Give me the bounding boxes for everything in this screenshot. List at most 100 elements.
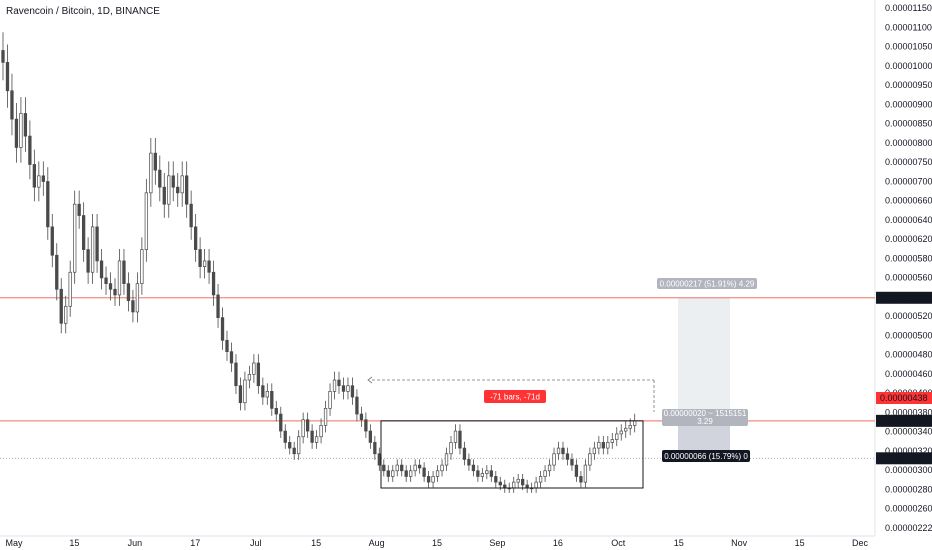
candles <box>1 32 637 493</box>
candle <box>243 371 247 411</box>
candle <box>305 412 310 438</box>
candle <box>64 295 68 334</box>
candle-body <box>521 478 525 486</box>
candle <box>185 161 189 218</box>
candle-body <box>189 203 193 228</box>
candle <box>176 173 180 207</box>
candle-body <box>283 430 287 443</box>
candle <box>538 470 543 488</box>
candle-body <box>265 391 269 398</box>
target-label: 0.00000217 (51.91%) 4.29 <box>660 279 755 288</box>
y-tick-label: 0.00000580 <box>885 253 932 263</box>
candle-body <box>55 254 59 290</box>
candle-body <box>220 317 225 341</box>
candle-body <box>574 464 579 477</box>
candle <box>283 424 287 449</box>
candle-body <box>256 362 261 387</box>
candle <box>521 473 525 491</box>
candle-body <box>167 175 171 205</box>
candle <box>167 161 171 218</box>
candle <box>556 441 561 460</box>
candle <box>202 248 207 279</box>
candle <box>440 459 444 477</box>
candle <box>50 213 54 268</box>
candle-body <box>494 476 498 483</box>
mid-label-1: 0.00000020 ~ 1515151 <box>664 409 747 418</box>
candle-body <box>99 260 104 279</box>
mid-label-2: 3.29 <box>697 417 713 426</box>
candle <box>355 389 359 422</box>
candle-body <box>185 175 189 205</box>
candle-body <box>413 464 417 472</box>
candle <box>46 167 50 240</box>
candle <box>606 435 610 455</box>
candle <box>323 400 328 433</box>
y-tick-label: 0.00000640 <box>885 215 932 225</box>
candle <box>417 459 422 474</box>
candle-body <box>41 175 45 182</box>
candle <box>615 427 619 447</box>
candle-body <box>46 181 50 228</box>
candle-body <box>597 442 601 449</box>
candle-body <box>216 294 220 318</box>
candle-body <box>624 427 628 432</box>
candle-body <box>471 464 476 472</box>
candle-body <box>238 385 243 404</box>
candle <box>346 377 350 400</box>
candle <box>382 459 386 477</box>
candle <box>476 465 480 482</box>
candle <box>449 435 453 460</box>
candle <box>140 237 144 295</box>
x-tick-label: Oct <box>611 538 626 548</box>
candle <box>435 465 440 482</box>
candle-body <box>462 447 467 460</box>
candle-body <box>579 476 583 483</box>
candle-body <box>140 249 144 284</box>
candle <box>216 284 220 328</box>
candle-body <box>162 186 166 205</box>
candle <box>261 377 265 405</box>
x-tick-label: May <box>5 538 23 548</box>
candle-body <box>364 419 368 432</box>
candle-body <box>480 473 485 477</box>
candle <box>471 459 476 477</box>
time-axis[interactable]: May 15 Jun 17 Jul 15 Aug 15 Sep 16 Oct 15 Nov 15 Dec <box>5 538 868 548</box>
candle <box>570 453 574 471</box>
candle-body <box>350 385 355 398</box>
candle-body <box>570 459 574 466</box>
candle <box>368 424 373 449</box>
candle-body <box>14 118 19 148</box>
candle-body <box>503 484 507 489</box>
candle-body <box>292 447 296 455</box>
candle-body <box>37 175 41 188</box>
candle <box>265 383 269 405</box>
y-tick-label: 0.00000222 <box>885 523 932 533</box>
candle-body <box>498 481 502 486</box>
candle-body <box>328 391 332 409</box>
candle-body <box>633 420 637 426</box>
candle-body <box>81 215 86 250</box>
y-tick-label: 0.00000260 <box>885 504 932 514</box>
price-label-text: 0.00000635 <box>880 293 928 303</box>
candle-body <box>305 419 310 432</box>
candle-body <box>113 288 117 296</box>
candle-body <box>485 470 489 474</box>
y-tick-label: 0.00000320 <box>885 446 932 456</box>
candle-body <box>32 164 37 188</box>
candle-body <box>444 453 449 466</box>
candle <box>422 462 426 482</box>
candle <box>238 377 243 411</box>
candle <box>610 433 614 449</box>
candle-body <box>619 430 623 435</box>
candle-body <box>346 385 350 392</box>
candle <box>588 447 592 471</box>
candle <box>624 421 628 438</box>
candle <box>494 470 498 488</box>
y-tick-label: 0.00000850 <box>885 119 932 129</box>
x-tick-label: 15 <box>795 538 805 548</box>
candle-body <box>359 413 364 421</box>
candle-body <box>538 476 543 483</box>
candle-body <box>176 186 180 194</box>
candle-body <box>122 260 126 284</box>
